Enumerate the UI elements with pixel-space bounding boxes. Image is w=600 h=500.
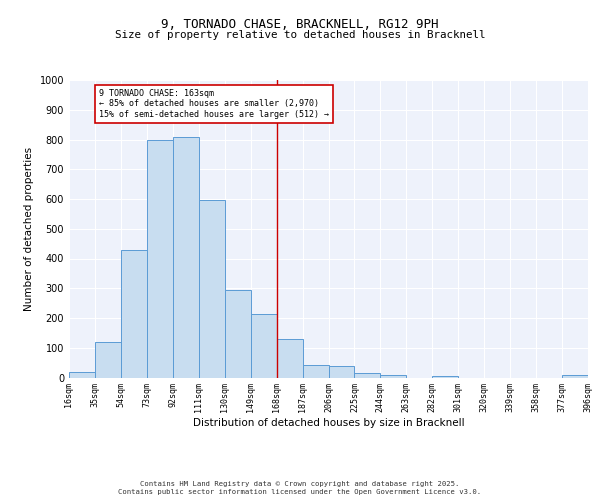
Bar [121, 250, 147, 378]
Bar [225, 290, 251, 378]
Bar [95, 342, 121, 378]
Bar [251, 314, 277, 378]
Bar [147, 140, 173, 378]
Y-axis label: Number of detached properties: Number of detached properties [24, 146, 34, 311]
Bar [433, 376, 458, 378]
Bar [562, 374, 588, 378]
Text: Size of property relative to detached houses in Bracknell: Size of property relative to detached ho… [115, 30, 485, 40]
Bar [380, 374, 406, 378]
Text: 9, TORNADO CHASE, BRACKNELL, RG12 9PH: 9, TORNADO CHASE, BRACKNELL, RG12 9PH [161, 18, 439, 30]
Bar [199, 200, 224, 378]
Text: 9 TORNADO CHASE: 163sqm
← 85% of detached houses are smaller (2,970)
15% of semi: 9 TORNADO CHASE: 163sqm ← 85% of detache… [99, 89, 329, 118]
Bar [329, 366, 355, 378]
Bar [69, 372, 95, 378]
Text: Contains HM Land Registry data © Crown copyright and database right 2025.
Contai: Contains HM Land Registry data © Crown c… [118, 481, 482, 495]
Bar [302, 364, 329, 378]
X-axis label: Distribution of detached houses by size in Bracknell: Distribution of detached houses by size … [193, 418, 464, 428]
Bar [173, 136, 199, 378]
Bar [355, 373, 380, 378]
Bar [277, 339, 302, 378]
